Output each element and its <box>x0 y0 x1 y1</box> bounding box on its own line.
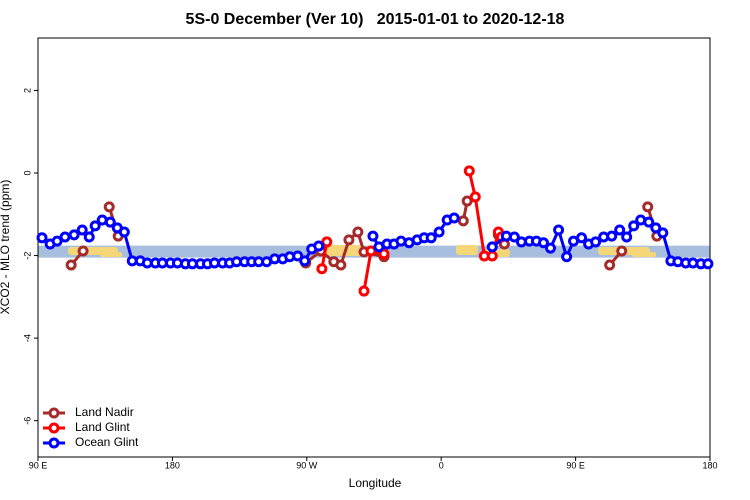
legend-marker <box>48 422 60 434</box>
data-point <box>103 201 115 213</box>
legend-label: Land Nadir <box>75 405 134 419</box>
data-point <box>76 224 88 236</box>
data-point <box>650 222 662 234</box>
data-point <box>36 232 48 244</box>
y-axis-label: XCO2 - MLO trend (ppm) <box>0 180 12 315</box>
data-point <box>365 245 377 257</box>
data-point <box>469 191 481 203</box>
data-point <box>89 220 101 232</box>
data-point <box>352 226 364 238</box>
data-point <box>335 259 347 271</box>
legend-label: Land Glint <box>75 420 130 434</box>
data-point <box>358 285 370 297</box>
data-point <box>461 195 473 207</box>
data-point <box>545 242 557 254</box>
data-point <box>313 240 325 252</box>
data-point <box>616 245 628 257</box>
data-point <box>59 231 71 243</box>
x-tick-label: 180 <box>165 460 180 470</box>
legend-marker <box>48 407 60 419</box>
y-tick-label: 0 <box>22 170 32 175</box>
data-point <box>448 212 460 224</box>
x-tick-label: 180 <box>702 460 717 470</box>
data-point <box>643 216 655 228</box>
data-point <box>463 165 475 177</box>
data-point <box>367 230 379 242</box>
data-point <box>590 236 602 248</box>
x-tick-label: 90 E <box>29 460 48 470</box>
x-axis-label: Longitude <box>349 476 402 490</box>
y-tick-label: -6 <box>22 417 32 425</box>
x-tick-label: 90 E <box>566 460 585 470</box>
data-point <box>457 215 469 227</box>
x-tick-label: 90 W <box>296 460 318 470</box>
data-point <box>604 259 616 271</box>
y-tick-label: 2 <box>22 88 32 93</box>
chart-title: 5S-0 December (Ver 10) 2015-01-01 to 202… <box>186 11 565 28</box>
data-point <box>486 250 498 262</box>
data-point <box>576 232 588 244</box>
data-point <box>642 201 654 213</box>
series-line <box>320 170 503 292</box>
data-point <box>486 241 498 253</box>
legend-marker <box>48 437 60 449</box>
data-point <box>77 245 89 257</box>
data-point <box>299 255 311 267</box>
y-tick-label: -2 <box>22 252 32 260</box>
data-point <box>508 231 520 243</box>
data-point <box>292 250 304 262</box>
data-point <box>614 224 626 236</box>
data-point <box>83 231 95 243</box>
data-point <box>433 226 445 238</box>
data-point <box>561 251 573 263</box>
data-point <box>104 216 116 228</box>
data-point <box>628 220 640 232</box>
data-point <box>316 263 328 275</box>
data-point <box>537 237 549 249</box>
data-point <box>378 248 390 260</box>
legend-label: Ocean Glint <box>75 435 139 449</box>
data-point <box>118 226 130 238</box>
data-point <box>321 236 333 248</box>
data-point <box>425 232 437 244</box>
data-point <box>606 230 618 242</box>
plot-frame <box>37 37 711 458</box>
data-point <box>657 227 669 239</box>
data-point <box>51 235 63 247</box>
data-point <box>621 231 633 243</box>
data-point <box>65 259 77 271</box>
x-tick-label: 0 <box>439 460 444 470</box>
data-point <box>68 229 80 241</box>
y-tick-label: -4 <box>22 334 32 342</box>
data-point <box>343 234 355 246</box>
data-point <box>702 258 714 270</box>
data-point <box>553 224 565 236</box>
